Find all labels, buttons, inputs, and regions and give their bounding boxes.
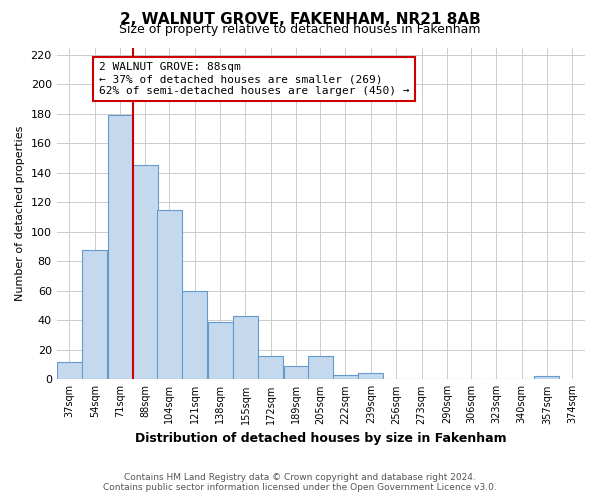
Bar (82, 250, 107, 380)
Bar (182, 291, 207, 380)
Bar (358, 374, 383, 380)
Bar (107, 116, 133, 380)
Bar (233, 316, 258, 380)
Bar (57, 362, 82, 380)
Text: Contains HM Land Registry data © Crown copyright and database right 2024.
Contai: Contains HM Land Registry data © Crown c… (103, 473, 497, 492)
Bar (259, 356, 283, 380)
Bar (284, 366, 308, 380)
Text: 2, WALNUT GROVE, FAKENHAM, NR21 8AB: 2, WALNUT GROVE, FAKENHAM, NR21 8AB (119, 12, 481, 28)
Y-axis label: Number of detached properties: Number of detached properties (15, 126, 25, 301)
Bar (535, 376, 559, 380)
X-axis label: Distribution of detached houses by size in Fakenham: Distribution of detached houses by size … (135, 432, 506, 445)
Bar (157, 210, 182, 380)
Bar (208, 322, 233, 380)
Bar (333, 375, 358, 380)
Bar (133, 166, 158, 380)
Text: Size of property relative to detached houses in Fakenham: Size of property relative to detached ho… (119, 22, 481, 36)
Bar (308, 356, 332, 380)
Text: 2 WALNUT GROVE: 88sqm
← 37% of detached houses are smaller (269)
62% of semi-det: 2 WALNUT GROVE: 88sqm ← 37% of detached … (99, 62, 409, 96)
